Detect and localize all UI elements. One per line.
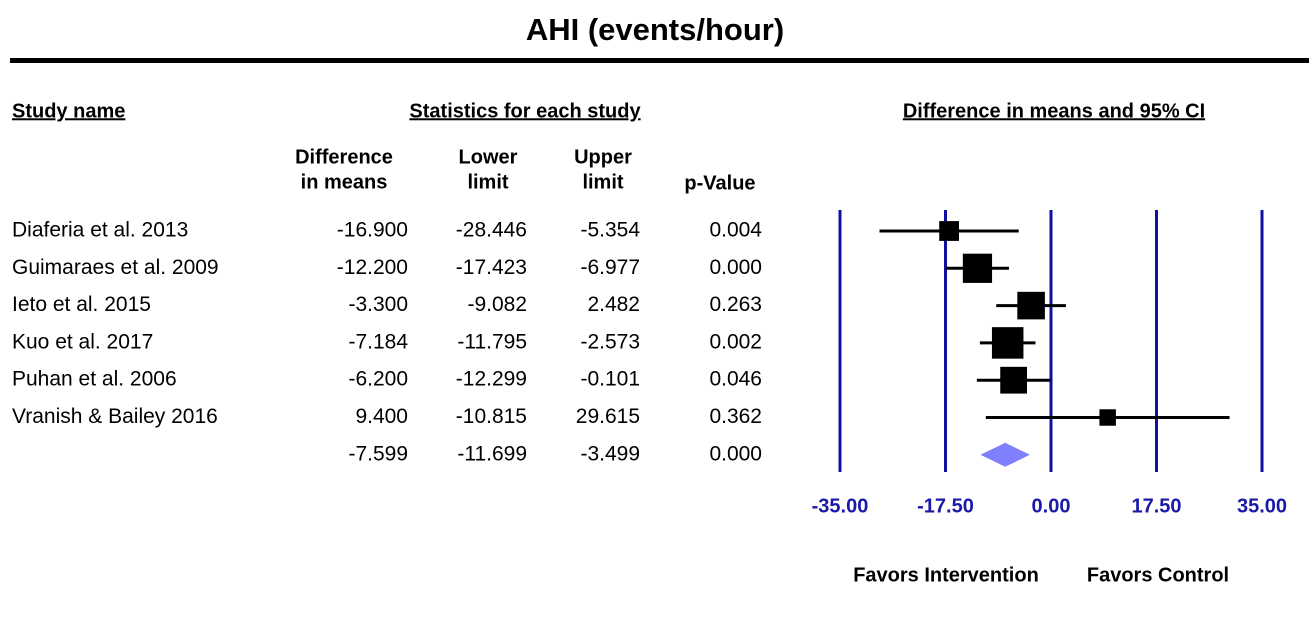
table-cell: 29.615 [576, 405, 640, 428]
x-tick-label: 35.00 [1237, 495, 1287, 517]
x-tick-label: 17.50 [1131, 495, 1181, 517]
column-header: Difference [295, 146, 393, 168]
table-cell: 0.000 [709, 256, 762, 279]
study-name: Ieto et al. 2015 [12, 293, 151, 316]
table-cell: 0.263 [709, 293, 762, 316]
table-cell: 2.482 [587, 293, 640, 316]
table-cell: -12.200 [337, 256, 408, 279]
point-estimate [962, 253, 993, 283]
table-cell: -12.299 [456, 368, 527, 391]
column-header: Upper [574, 146, 632, 168]
point-estimate [991, 327, 1024, 359]
summary-cell: 0.000 [709, 442, 762, 465]
table-cell: 0.004 [709, 219, 762, 242]
favors-right: Favors Control [1087, 564, 1229, 586]
point-estimate [1099, 409, 1116, 426]
table-cell: -11.795 [457, 330, 527, 353]
summary-diamond [980, 442, 1030, 467]
study-name: Diaferia et al. 2013 [12, 219, 188, 242]
point-estimate [1017, 291, 1045, 320]
study-name: Kuo et al. 2017 [12, 330, 153, 353]
table-cell: -2.573 [580, 330, 640, 353]
column-header: in means [301, 171, 388, 193]
table-cell: -9.082 [467, 293, 527, 316]
table-cell: -7.184 [348, 330, 408, 353]
summary-cell: -11.699 [457, 442, 527, 465]
plot-header: Difference in means and 95% CI [903, 100, 1205, 122]
table-cell: 0.362 [709, 405, 762, 428]
study-name: Guimaraes et al. 2009 [12, 256, 219, 279]
table-cell: -17.423 [456, 256, 527, 279]
table-cell: -3.300 [348, 293, 408, 316]
favors-left: Favors Intervention [853, 564, 1039, 586]
table-cell: 0.002 [709, 330, 762, 353]
chart-title: AHI (events/hour) [526, 12, 784, 47]
title-rule [10, 58, 1309, 63]
table-cell: -6.977 [580, 256, 640, 279]
table-cell: -0.101 [580, 368, 640, 391]
statistics-header: Statistics for each study [409, 100, 641, 122]
x-tick-label: 0.00 [1032, 495, 1071, 517]
table-cell: -10.815 [456, 405, 527, 428]
column-header: p-Value [684, 172, 755, 194]
table-cell: -5.354 [580, 219, 640, 242]
x-tick-label: -17.50 [917, 495, 974, 517]
table-cell: 9.400 [355, 405, 408, 428]
column-header: limit [582, 171, 623, 193]
summary-cell: -3.499 [580, 442, 640, 465]
point-estimate [1000, 366, 1028, 394]
column-header: limit [467, 171, 508, 193]
table-cell: -28.446 [456, 219, 527, 242]
point-estimate [939, 221, 960, 241]
table-cell: -16.900 [337, 219, 408, 242]
table-cell: -6.200 [348, 368, 408, 391]
study-name: Puhan et al. 2006 [12, 368, 177, 391]
study-name: Vranish & Bailey 2016 [12, 405, 218, 428]
x-tick-label: -35.00 [812, 495, 869, 517]
column-header: Lower [459, 146, 518, 168]
study-header: Study name [12, 100, 125, 122]
table-cell: 0.046 [709, 368, 762, 391]
summary-cell: -7.599 [348, 442, 408, 465]
